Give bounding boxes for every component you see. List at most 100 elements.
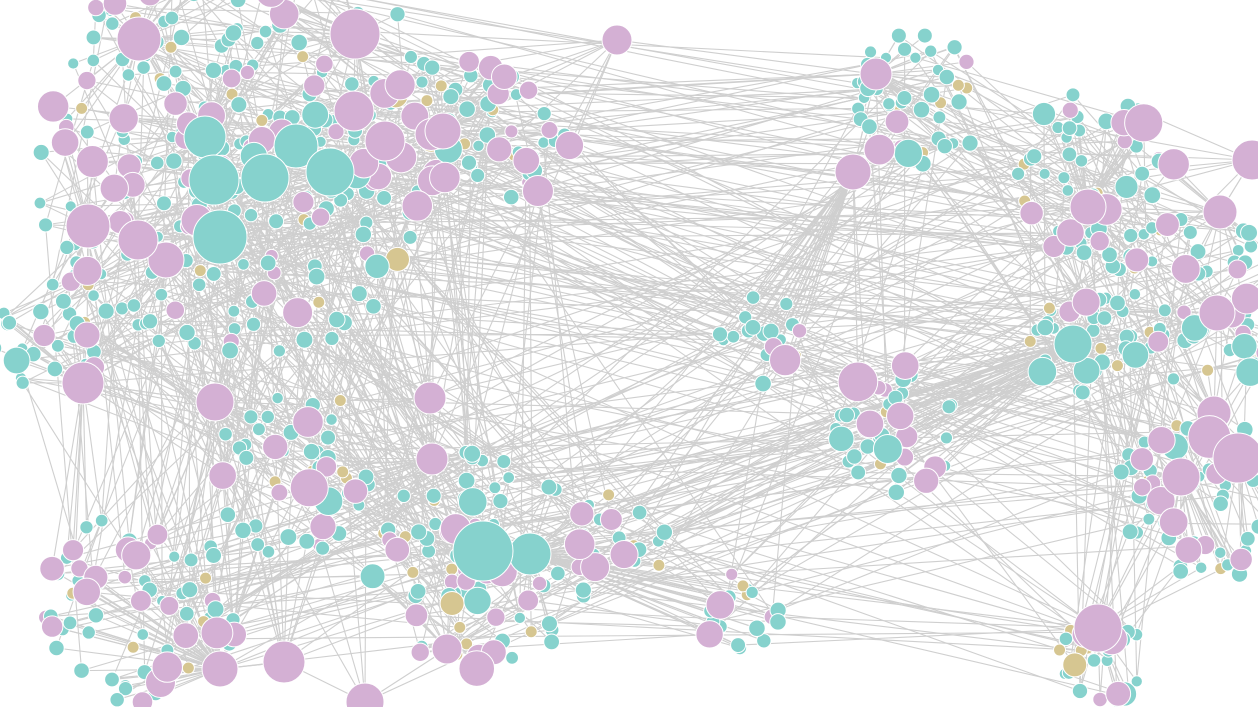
graph-node-teal[interactable]: [271, 391, 284, 405]
graph-node-teal[interactable]: [472, 139, 485, 152]
graph-node-teal[interactable]: [950, 93, 968, 111]
graph-node-teal[interactable]: [1074, 384, 1091, 401]
graph-node-teal[interactable]: [1166, 372, 1181, 386]
graph-node-pink[interactable]: [250, 280, 278, 307]
graph-node-pink[interactable]: [262, 640, 306, 684]
graph-node-teal[interactable]: [828, 425, 855, 453]
graph-node-teal[interactable]: [218, 426, 233, 442]
graph-node-pink[interactable]: [151, 651, 183, 683]
graph-node-pink[interactable]: [1170, 254, 1201, 284]
graph-node-teal[interactable]: [155, 75, 173, 92]
graph-node-pink[interactable]: [1147, 426, 1176, 455]
graph-node-teal[interactable]: [1114, 174, 1139, 200]
graph-node-teal[interactable]: [325, 413, 338, 426]
graph-node-pink[interactable]: [1073, 603, 1123, 653]
graph-node-teal[interactable]: [936, 137, 953, 155]
graph-node-teal[interactable]: [258, 24, 273, 39]
graph-node-teal[interactable]: [178, 323, 196, 342]
graph-node-pink[interactable]: [165, 300, 186, 320]
graph-node-teal[interactable]: [126, 298, 142, 313]
graph-node-teal[interactable]: [912, 100, 931, 119]
graph-node-pink[interactable]: [289, 468, 329, 508]
graph-node-pink[interactable]: [310, 207, 331, 227]
graph-node-tan[interactable]: [652, 558, 666, 572]
graph-node-teal[interactable]: [1075, 244, 1093, 262]
graph-node-teal[interactable]: [748, 619, 766, 638]
graph-node-tan[interactable]: [126, 640, 140, 654]
graph-node-pink[interactable]: [504, 124, 519, 139]
graph-node-teal[interactable]: [73, 662, 90, 679]
graph-node-teal[interactable]: [932, 110, 947, 125]
graph-node-teal[interactable]: [305, 147, 355, 197]
graph-node-pink[interactable]: [413, 381, 447, 415]
graph-node-teal[interactable]: [1142, 512, 1156, 526]
graph-node-teal[interactable]: [410, 523, 428, 541]
graph-node-pink[interactable]: [208, 461, 237, 490]
graph-node-pink[interactable]: [159, 595, 180, 616]
graph-node-teal[interactable]: [1123, 227, 1139, 244]
graph-node-teal[interactable]: [168, 550, 181, 563]
graph-node-pink[interactable]: [102, 0, 128, 16]
graph-node-pink[interactable]: [404, 603, 429, 628]
graph-node-teal[interactable]: [1143, 186, 1162, 205]
graph-node-pink[interactable]: [884, 109, 910, 135]
graph-node-teal[interactable]: [295, 330, 314, 349]
graph-node-pink[interactable]: [1158, 507, 1189, 537]
graph-node-teal[interactable]: [79, 124, 95, 140]
graph-node-pink[interactable]: [705, 590, 736, 620]
graph-node-teal[interactable]: [121, 68, 136, 82]
graph-node-teal[interactable]: [916, 27, 933, 44]
graph-node-teal[interactable]: [240, 153, 290, 203]
graph-node-pink[interactable]: [345, 682, 385, 707]
graph-node-tan[interactable]: [406, 565, 420, 579]
graph-node-teal[interactable]: [359, 563, 386, 590]
graph-node-teal[interactable]: [1121, 341, 1150, 369]
graph-node-pink[interactable]: [262, 433, 289, 461]
graph-node-teal[interactable]: [0, 340, 3, 356]
graph-node-teal[interactable]: [631, 504, 648, 521]
graph-node-teal[interactable]: [328, 310, 346, 329]
graph-node-teal[interactable]: [114, 301, 130, 316]
graph-node-pink[interactable]: [1061, 101, 1079, 119]
graph-node-teal[interactable]: [941, 399, 957, 415]
graph-node-pink[interactable]: [599, 508, 623, 531]
graph-node-teal[interactable]: [156, 195, 172, 212]
graph-node-tan[interactable]: [1110, 359, 1124, 373]
graph-node-pink[interactable]: [315, 54, 334, 74]
graph-node-teal[interactable]: [290, 33, 308, 52]
graph-node-teal[interactable]: [769, 613, 787, 631]
graph-node-pink[interactable]: [72, 577, 102, 607]
graph-node-teal[interactable]: [909, 51, 922, 64]
graph-node-teal[interactable]: [320, 429, 337, 446]
graph-node-teal[interactable]: [838, 406, 855, 424]
graph-node-teal[interactable]: [1157, 303, 1172, 318]
graph-node-pink[interactable]: [1056, 218, 1085, 247]
graph-node-pink[interactable]: [1227, 259, 1248, 280]
graph-node-pink[interactable]: [863, 133, 896, 166]
graph-node-pink[interactable]: [1129, 447, 1155, 472]
graph-node-teal[interactable]: [298, 532, 316, 550]
graph-node-pink[interactable]: [61, 539, 85, 562]
graph-node-teal[interactable]: [470, 167, 486, 183]
graph-node-pink[interactable]: [1147, 330, 1170, 353]
graph-node-pink[interactable]: [458, 650, 496, 687]
graph-node-teal[interactable]: [1, 315, 18, 331]
graph-node-teal[interactable]: [50, 338, 65, 353]
graph-node-teal[interactable]: [183, 552, 199, 568]
graph-node-teal[interactable]: [458, 100, 476, 118]
graph-node-pink[interactable]: [303, 74, 326, 97]
graph-node-pink[interactable]: [958, 53, 975, 70]
graph-node-teal[interactable]: [1250, 518, 1258, 535]
graph-node-pink[interactable]: [486, 136, 513, 163]
graph-node-teal[interactable]: [890, 27, 907, 44]
graph-node-pink[interactable]: [458, 50, 480, 73]
graph-node-teal[interactable]: [237, 257, 250, 271]
graph-node-teal[interactable]: [104, 671, 120, 688]
graph-node-pink[interactable]: [410, 642, 430, 662]
graph-node-teal[interactable]: [245, 316, 262, 332]
graph-node-teal[interactable]: [376, 189, 393, 206]
graph-node-pink[interactable]: [1089, 231, 1110, 252]
graph-node-pink[interactable]: [855, 409, 885, 439]
graph-node-teal[interactable]: [745, 585, 759, 600]
graph-node-teal[interactable]: [415, 75, 429, 89]
